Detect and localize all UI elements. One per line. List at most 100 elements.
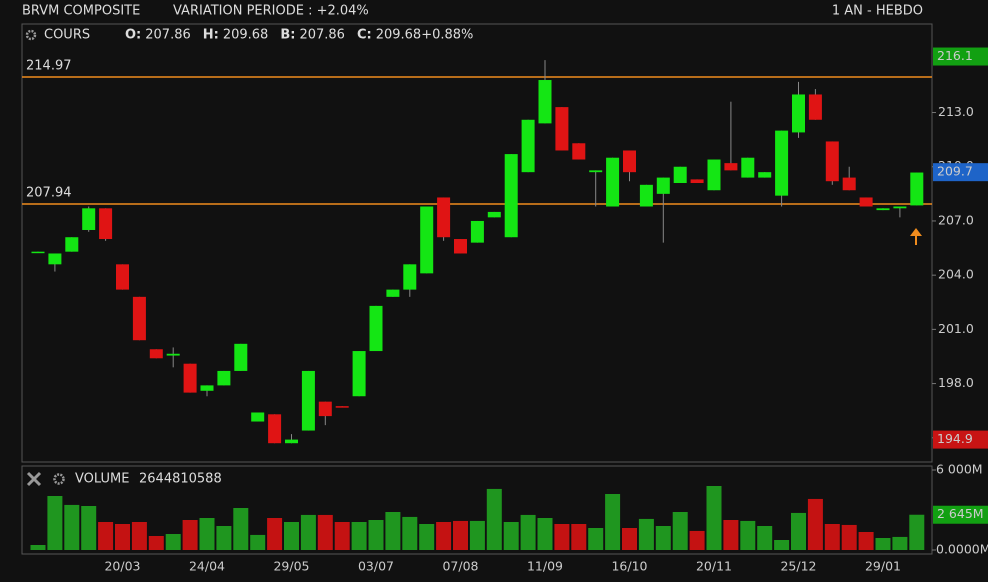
volume-bar (419, 524, 435, 550)
volume-bar (267, 518, 283, 550)
price-badge-label: 194.9 (937, 431, 973, 446)
volume-bar (807, 498, 823, 550)
candle-body (454, 239, 467, 254)
candle-body (132, 296, 146, 341)
candle-body (724, 163, 738, 171)
volume-bar (334, 522, 350, 550)
candle-body (910, 172, 924, 206)
volume-bar (520, 514, 536, 550)
gear-icon[interactable] (25, 29, 37, 41)
volume-bar (571, 524, 587, 550)
volume-bar (858, 532, 874, 550)
candle-body (437, 197, 451, 238)
candle-body (741, 157, 755, 178)
candle-body (65, 237, 79, 252)
close-icon[interactable] (26, 471, 42, 487)
volume-bar (469, 520, 485, 550)
volume-badge (933, 505, 988, 524)
volume-bar (774, 540, 790, 550)
price-badge-label: 209.7 (937, 164, 973, 179)
candle-body (82, 208, 96, 230)
volume-bar (909, 514, 925, 550)
volume-bar (875, 538, 891, 550)
volume-bar (317, 514, 333, 550)
volume-bar (723, 520, 739, 550)
volume-bar (250, 534, 266, 550)
x-tick-label: 03/07 (358, 559, 394, 574)
volume-bar (791, 512, 806, 550)
ohlc-value: 209.68+0.88% (376, 28, 474, 43)
candle-body (217, 370, 231, 386)
volume-bar (436, 522, 452, 550)
y-tick-label: 204.0 (938, 267, 974, 282)
price-badge (933, 430, 988, 449)
candle-body (99, 208, 113, 240)
volume-bar (115, 524, 130, 550)
candle-body (504, 154, 518, 238)
candle-body (200, 385, 214, 391)
y-tick-label: 207.0 (938, 212, 974, 227)
candle-body (893, 206, 907, 209)
candle-body (470, 220, 484, 243)
candle-body (183, 363, 197, 393)
volume-bar (537, 518, 553, 550)
candle-body (403, 264, 417, 290)
volume-bar (554, 524, 570, 550)
candle-body (656, 177, 670, 194)
candle-body (639, 184, 653, 207)
symbol: BRVM COMPOSITE (22, 4, 140, 19)
gear-icon[interactable] (53, 473, 65, 485)
candle-body (555, 107, 569, 151)
ohlc-value: 209.68 (223, 28, 269, 43)
x-tick-label: 29/05 (273, 559, 309, 574)
candle-body (149, 349, 163, 359)
candle-body (335, 406, 349, 408)
volume-bar (165, 534, 181, 550)
candle-body (234, 343, 248, 371)
volume-bar (30, 545, 46, 550)
volume-bar (284, 522, 299, 550)
candle-body (758, 172, 772, 178)
volume-bar (81, 506, 97, 550)
x-tick-label: 24/04 (189, 559, 225, 574)
volume-bar (503, 522, 519, 550)
x-tick-label: 07/08 (442, 559, 478, 574)
candle-body (352, 351, 366, 397)
volume-bar (588, 528, 604, 550)
level-label: 207.94 (26, 185, 72, 200)
volume-bar (300, 514, 316, 550)
volume-bar (385, 512, 401, 550)
candle-body (606, 157, 620, 207)
candle-body (31, 251, 45, 254)
candle-body (707, 159, 721, 191)
volume-title: VOLUME (75, 472, 129, 487)
volume-bar (638, 518, 654, 550)
candle-body (859, 197, 873, 207)
price-badge-label: 216.1 (937, 48, 973, 63)
volume-tick-label: 6 000M (936, 462, 983, 477)
y-tick-label: 213.0 (938, 104, 974, 119)
volume-bar (64, 504, 80, 550)
volume-badge-label: 2 645M (937, 506, 984, 521)
volume-bar (706, 486, 722, 550)
volume-bar (216, 526, 232, 550)
x-tick-label: 16/10 (611, 559, 647, 574)
candle-body (842, 177, 856, 191)
candle-body (876, 208, 890, 211)
ohlc-key: O: (125, 28, 141, 43)
candle-body (792, 94, 805, 133)
price-panel (21, 23, 933, 463)
volume-bar (199, 518, 215, 550)
ohlc-key: B: (280, 28, 295, 43)
candle-body (386, 289, 400, 297)
candle-body (572, 143, 586, 160)
ohlc-value: 207.86 (299, 28, 345, 43)
volume-bar (672, 512, 688, 550)
y-tick-label: 198.0 (938, 375, 974, 390)
volume-bar (351, 522, 367, 550)
y-tick-label: 201.0 (938, 321, 974, 336)
x-tick-label: 20/03 (104, 559, 140, 574)
candle-body (48, 253, 62, 265)
variation: VARIATION PERIODE : +2.04% (173, 4, 369, 19)
x-tick-label: 11/09 (527, 559, 563, 574)
